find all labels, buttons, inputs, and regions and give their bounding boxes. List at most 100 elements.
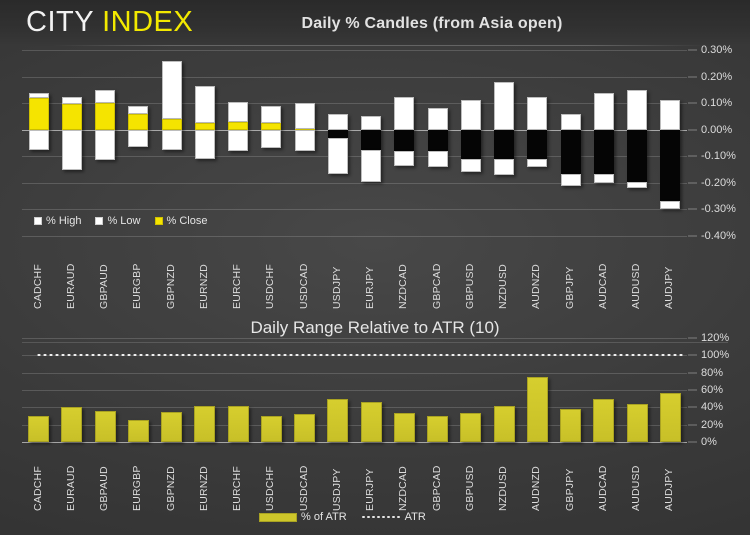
baseline bbox=[22, 442, 687, 443]
header-bar: CITY INDEX Daily % Candles (from Asia op… bbox=[0, 0, 750, 46]
atr-bar[interactable] bbox=[626, 403, 648, 442]
candle-body-close-positive bbox=[194, 123, 215, 130]
candle-body-close-negative bbox=[660, 129, 681, 202]
atr-bar[interactable] bbox=[327, 398, 349, 442]
candle-body-close-negative bbox=[427, 129, 448, 151]
candle-body-close-positive bbox=[261, 123, 282, 130]
candle[interactable] bbox=[660, 100, 681, 210]
gridline bbox=[22, 50, 687, 51]
y-tick-mark bbox=[688, 102, 697, 104]
candle[interactable] bbox=[394, 96, 415, 166]
atr-bar[interactable] bbox=[94, 410, 116, 442]
x-tick-label: USDCHF bbox=[264, 466, 277, 511]
x-tick-label: EURNZD bbox=[197, 466, 210, 511]
x-tick-label: NZDCAD bbox=[397, 466, 410, 511]
legend-swatch-olive bbox=[259, 512, 297, 522]
atr-bar[interactable] bbox=[294, 414, 316, 442]
candle-lower-wick bbox=[228, 129, 249, 151]
y-tick-mark bbox=[688, 182, 697, 184]
atr-bar[interactable] bbox=[28, 416, 50, 442]
candle[interactable] bbox=[294, 103, 315, 151]
x-tick-label: AUDJPY bbox=[663, 266, 676, 309]
candle-lower-wick bbox=[660, 201, 681, 210]
legend-item[interactable]: % of ATR bbox=[259, 511, 347, 523]
candle[interactable] bbox=[460, 100, 481, 173]
y-tick-label: 0.20% bbox=[701, 70, 733, 83]
atr-bar[interactable] bbox=[161, 411, 183, 442]
x-tick-label: AUDUSD bbox=[630, 263, 643, 309]
y-tick-label: -0.30% bbox=[701, 203, 736, 216]
atr-bar[interactable] bbox=[526, 377, 548, 442]
candle-upper-wick bbox=[28, 92, 49, 98]
y-tick-mark bbox=[688, 406, 697, 408]
candle[interactable] bbox=[28, 92, 49, 150]
chart2-title: Daily Range Relative to ATR (10) bbox=[250, 318, 500, 337]
candle[interactable] bbox=[593, 92, 614, 183]
y-tick-label: 120% bbox=[701, 332, 730, 344]
atr-bar[interactable] bbox=[493, 405, 515, 442]
candle-lower-wick bbox=[593, 173, 614, 183]
atr-bar[interactable] bbox=[360, 402, 382, 442]
atr-bar[interactable] bbox=[427, 416, 449, 442]
x-tick-label: AUDNZD bbox=[530, 466, 543, 511]
atr-bar[interactable] bbox=[560, 409, 582, 442]
atr-bar[interactable] bbox=[127, 420, 149, 442]
atr-bar[interactable] bbox=[194, 405, 216, 442]
x-tick-label: GBPCAD bbox=[430, 465, 443, 511]
atr-bar[interactable] bbox=[460, 413, 482, 442]
legend-item[interactable]: % Close bbox=[154, 215, 207, 227]
candle-body-close-positive bbox=[61, 104, 82, 130]
candle-upper-wick bbox=[294, 103, 315, 130]
candle-upper-wick bbox=[494, 81, 515, 130]
y-tick-label: 20% bbox=[701, 418, 724, 431]
candle-body-close-negative bbox=[460, 129, 481, 159]
gridline bbox=[22, 209, 687, 211]
atr-bar[interactable] bbox=[260, 416, 282, 442]
atr-bar[interactable] bbox=[659, 393, 681, 442]
x-tick-label: GBPNZD bbox=[164, 264, 177, 309]
candle[interactable] bbox=[327, 113, 348, 174]
candle-body-close-negative bbox=[527, 129, 548, 159]
legend-item[interactable]: % High bbox=[34, 215, 81, 227]
atr-reference-line bbox=[36, 353, 685, 358]
y-tick-label: 0% bbox=[701, 436, 717, 448]
candle-body-close-positive bbox=[228, 121, 249, 130]
gridline bbox=[22, 407, 687, 409]
x-tick-label: GBPNZD bbox=[164, 466, 177, 511]
legend-item[interactable]: % Low bbox=[95, 215, 141, 227]
x-tick-label: USDCAD bbox=[297, 263, 310, 309]
percent-candles-legend: % High % Low % Close bbox=[34, 215, 207, 227]
y-tick-mark bbox=[688, 354, 697, 356]
legend-swatch-white bbox=[34, 217, 42, 225]
legend-swatch-dots bbox=[360, 515, 401, 519]
x-tick-label: USDCHF bbox=[264, 264, 277, 309]
candle-lower-wick bbox=[128, 129, 149, 147]
atr-bar[interactable] bbox=[227, 406, 249, 442]
candle[interactable] bbox=[128, 105, 149, 147]
candle-upper-wick bbox=[527, 96, 548, 130]
candle[interactable] bbox=[427, 108, 448, 167]
candle[interactable] bbox=[627, 89, 648, 189]
candle[interactable] bbox=[161, 60, 182, 150]
candle[interactable] bbox=[494, 81, 515, 175]
legend-item[interactable]: ATR bbox=[360, 511, 426, 523]
candle[interactable] bbox=[261, 105, 282, 149]
x-tick-label: NZDCAD bbox=[397, 264, 410, 309]
candle-upper-wick bbox=[394, 96, 415, 130]
atr-bar[interactable] bbox=[61, 407, 83, 442]
candle[interactable] bbox=[527, 96, 548, 167]
candle-lower-wick bbox=[261, 129, 282, 149]
candle[interactable] bbox=[560, 113, 581, 186]
atr-bar[interactable] bbox=[593, 398, 615, 442]
x-tick-label: GBPAUD bbox=[98, 264, 111, 309]
candle[interactable] bbox=[361, 116, 382, 182]
gridline bbox=[22, 338, 687, 339]
x-tick-label: GBPUSD bbox=[463, 465, 476, 511]
candle[interactable] bbox=[61, 96, 82, 170]
candle[interactable] bbox=[95, 89, 116, 161]
candle[interactable] bbox=[194, 85, 215, 159]
candle[interactable] bbox=[228, 101, 249, 151]
atr-bar[interactable] bbox=[393, 413, 415, 442]
candle-lower-wick bbox=[361, 149, 382, 182]
